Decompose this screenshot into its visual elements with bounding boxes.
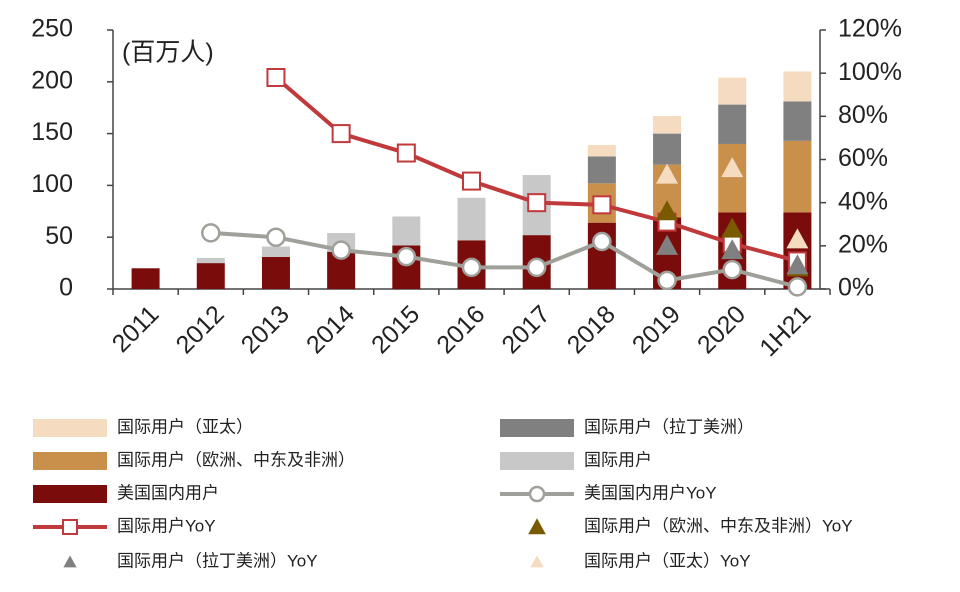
y-tick-label: 200 <box>31 66 73 94</box>
y-tick-label: 250 <box>31 15 73 43</box>
line-marker <box>331 240 351 260</box>
unit-annotation: (百万人) <box>122 39 214 67</box>
legend-item: 美国国内用户 <box>33 483 219 503</box>
bar <box>783 101 812 141</box>
line-marker <box>201 223 221 243</box>
y2-tick-label: 120% <box>838 15 902 43</box>
x-tick-label: 2017 <box>496 300 555 359</box>
scatter-point <box>721 239 744 260</box>
line-marker <box>331 124 351 144</box>
legend-label: 国际用户（亚太） <box>117 417 253 436</box>
legend-swatch <box>33 485 107 503</box>
y2-tick-label: 100% <box>838 58 902 86</box>
legend-item: 国际用户（欧洲、中东及非洲） <box>33 450 355 470</box>
legend-item: 国际用户（亚太）YoY <box>530 551 751 570</box>
bar <box>718 77 747 105</box>
line-marker <box>722 259 742 280</box>
legend-label: 国际用户（亚太）YoY <box>584 551 751 570</box>
legend-marker <box>63 555 77 568</box>
y-tick-label: 0 <box>59 274 73 302</box>
line <box>210 230 798 289</box>
x-tick-label: 2019 <box>627 300 686 359</box>
legend-marker <box>62 519 78 535</box>
bar <box>718 104 747 144</box>
legend-label: 国际用户（拉丁美洲） <box>584 417 754 436</box>
x-tick-label: 2012 <box>171 300 230 359</box>
x-tick-label: 2016 <box>431 300 490 359</box>
legend-swatch <box>33 452 107 470</box>
legend-item: 国际用户YoY <box>33 516 216 535</box>
line-marker <box>787 277 808 297</box>
y2-tick-label: 40% <box>838 187 888 215</box>
legend-item: 国际用户 <box>500 450 652 470</box>
bar <box>653 133 682 165</box>
x-tick-label: 2013 <box>236 300 295 359</box>
scatter-point <box>721 157 744 178</box>
legend-item: 美国国内用户YoY <box>500 483 717 502</box>
bar <box>457 197 486 241</box>
line-marker <box>396 143 416 163</box>
legend-marker <box>530 555 544 568</box>
legend-label: 美国国内用户YoY <box>584 483 717 502</box>
bar <box>196 257 225 264</box>
scatter-point <box>656 234 679 255</box>
legend-label: 国际用户（欧洲、中东及非洲） <box>117 450 355 469</box>
bar <box>131 268 160 289</box>
line-marker <box>266 67 286 87</box>
scatter-point <box>656 200 679 221</box>
bar <box>392 216 421 246</box>
legend-label: 国际用户 <box>584 450 652 469</box>
x-tick-label: 2018 <box>562 300 621 359</box>
legend-swatch <box>33 419 107 437</box>
bar <box>196 263 225 289</box>
bar <box>783 71 812 102</box>
x-tick-label: 2020 <box>692 300 751 359</box>
legend-item: 国际用户（拉丁美洲）YoY <box>63 551 318 570</box>
y-tick-label: 150 <box>31 118 73 146</box>
line-marker <box>527 193 547 213</box>
bar <box>653 115 682 134</box>
legend-marker <box>528 485 546 503</box>
legend-label: 国际用户（拉丁美洲）YoY <box>117 551 318 570</box>
x-tick-label: 2014 <box>301 300 360 359</box>
bar <box>587 144 616 157</box>
legend-label: 国际用户YoY <box>117 516 216 535</box>
line-marker <box>657 270 677 291</box>
scatter-point <box>786 228 809 249</box>
line-marker <box>526 257 547 278</box>
y-tick-label: 50 <box>45 222 73 250</box>
line-marker <box>462 171 481 191</box>
bar <box>261 246 290 257</box>
legend-label: 美国国内用户 <box>117 483 219 502</box>
legend-marker <box>528 518 546 535</box>
bar <box>718 143 747 213</box>
x-tick-label: 1H21 <box>754 300 816 362</box>
y2-tick-label: 0% <box>838 274 874 302</box>
y2-tick-label: 20% <box>838 230 888 258</box>
legend-swatch <box>500 452 574 470</box>
x-tick-label: 2011 <box>107 300 165 358</box>
x-tick-label: 2015 <box>366 300 425 359</box>
line-marker <box>461 257 482 278</box>
line-marker <box>592 231 612 252</box>
legend-item: 国际用户（拉丁美洲） <box>500 417 754 437</box>
y2-tick-label: 60% <box>838 144 888 172</box>
legend-label: 国际用户（欧洲、中东及非洲）YoY <box>584 516 853 535</box>
bar <box>261 256 290 289</box>
scatter-point <box>721 217 744 238</box>
line-marker <box>592 195 612 215</box>
legend-item: 国际用户（欧洲、中东及非洲）YoY <box>528 516 853 535</box>
scatter-point <box>656 163 679 184</box>
legend-item: 国际用户（亚太） <box>33 417 253 437</box>
legend-swatch <box>500 419 574 437</box>
bar <box>587 156 616 184</box>
line-marker <box>266 227 286 247</box>
bar <box>783 140 812 213</box>
y2-tick-label: 80% <box>838 101 888 129</box>
scatter-point <box>786 254 809 275</box>
line-marker <box>396 246 417 267</box>
y-tick-label: 100 <box>31 170 73 198</box>
